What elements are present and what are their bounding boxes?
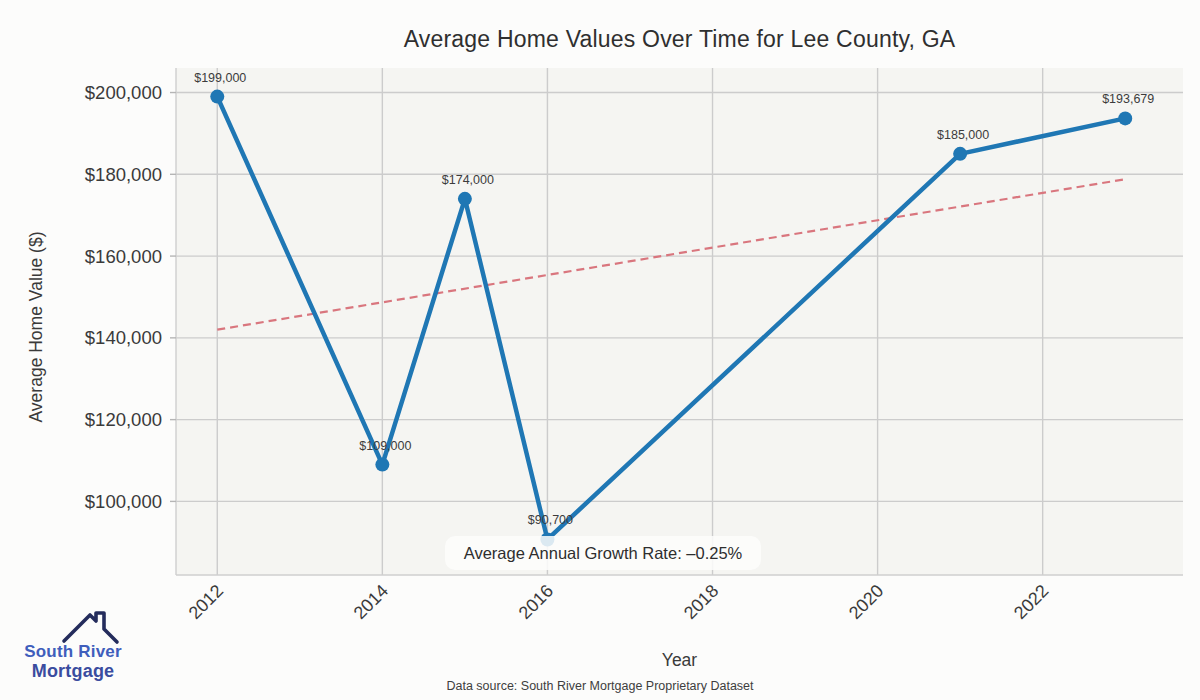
data-point-label: $90,700 [528,513,573,527]
data-point-marker [210,90,224,104]
data-point-label: $199,000 [194,71,246,85]
y-tick-label: $120,000 [85,409,162,430]
growth-rate-annotation: Average Annual Growth Rate: –0.25% [445,536,761,570]
logo-line2: Mortgage [20,661,126,682]
axes-background [176,68,1183,575]
house-roof-icon [60,610,122,646]
x-tick-label: 2020 [845,581,887,623]
data-point-label: $185,000 [937,128,989,142]
data-point-label: $174,000 [442,173,494,187]
data-source-caption: Data source: South River Mortgage Propri… [0,679,1200,693]
logo-line1: South River [20,642,126,662]
data-point-label: $193,679 [1102,92,1154,106]
x-tick-label: 2022 [1010,581,1052,623]
x-tick-label: 2012 [185,581,227,623]
plot-area: $100,000 $120,000 $140,000 $160,000 $180,000… [0,0,1200,700]
y-tick-label: $180,000 [85,164,162,185]
data-point-marker [375,458,389,472]
y-tick-label: $140,000 [85,327,162,348]
y-tick-label: $100,000 [85,491,162,512]
y-tick-label: $160,000 [85,246,162,267]
x-tick-label: 2016 [515,581,557,623]
data-point-marker [458,192,472,206]
data-point-label: $109,000 [359,439,411,453]
y-tick-label: $200,000 [85,82,162,103]
logo: South River Mortgage [20,610,126,682]
x-tick-label: 2014 [350,581,392,623]
x-axis-label: Year [176,650,1183,671]
data-point-marker [953,147,967,161]
chart-figure: Average Home Values Over Time for Lee Co… [0,0,1200,700]
x-tick-label: 2018 [680,581,722,623]
data-point-marker [1118,111,1132,125]
